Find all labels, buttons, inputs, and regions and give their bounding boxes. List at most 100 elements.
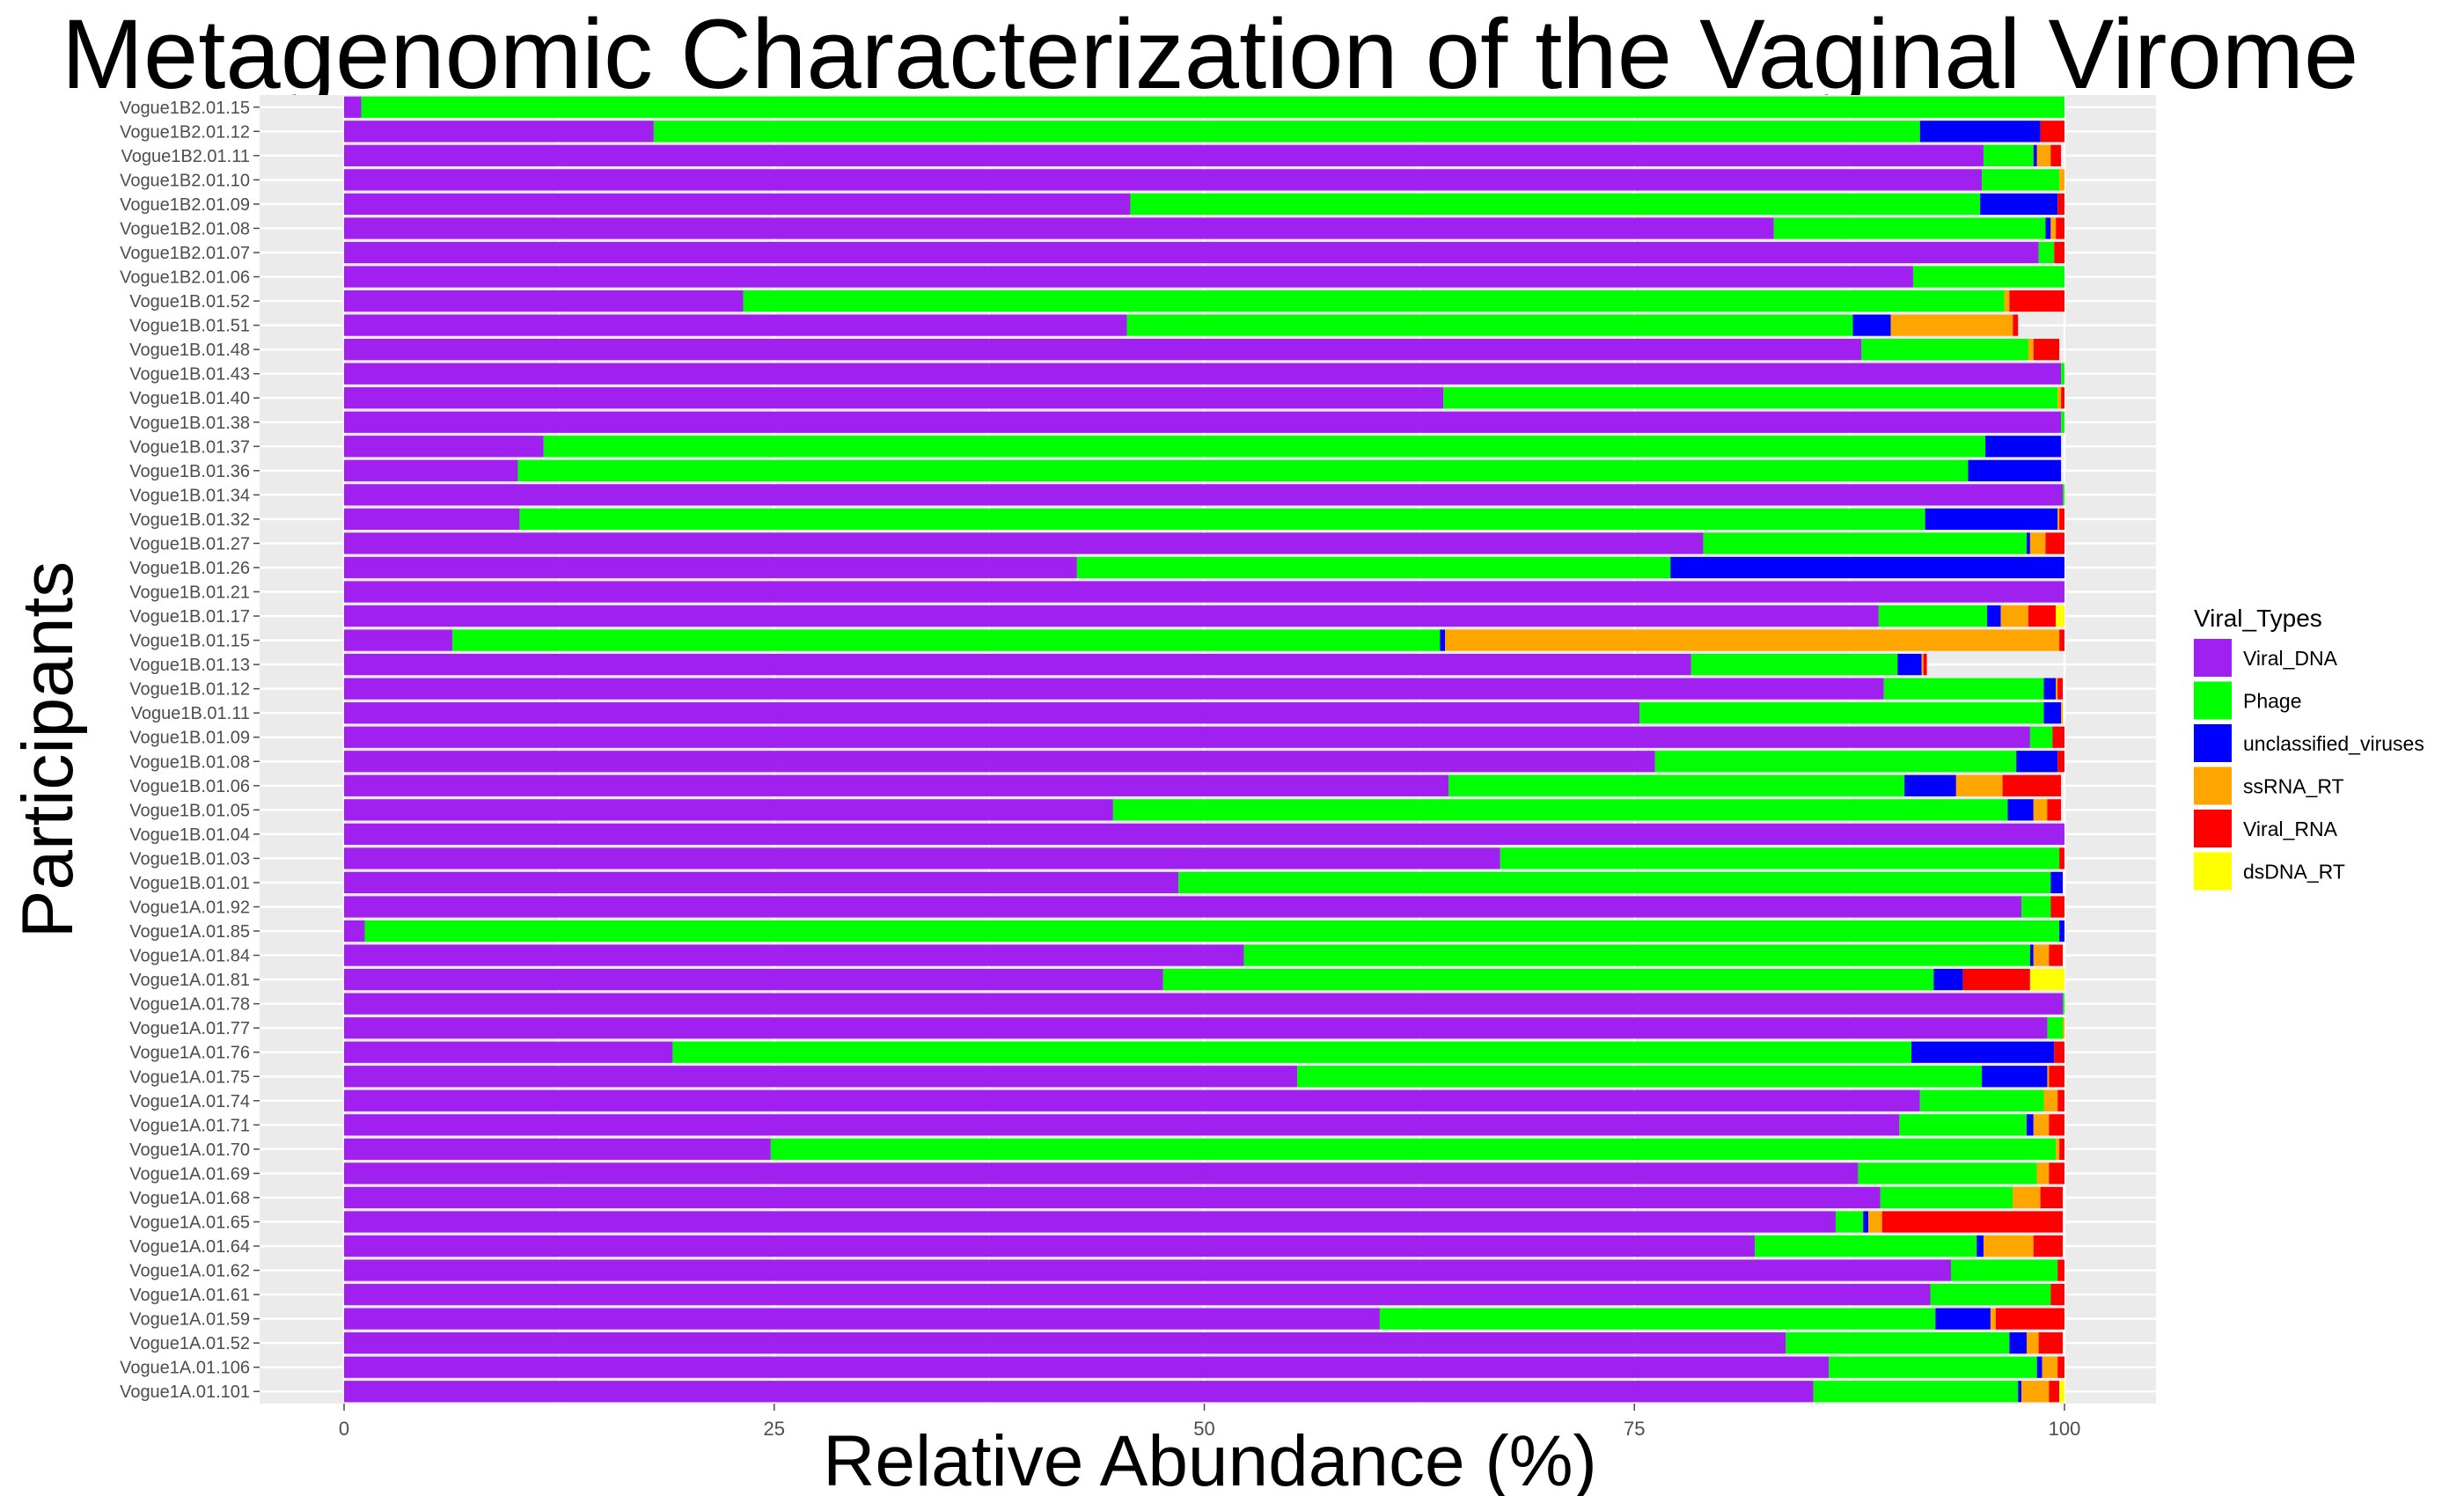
bar-segment-phage <box>1861 339 2028 361</box>
bar-segment-phage <box>1755 1235 1977 1258</box>
y-tick-label: Vogue1A.01.74 <box>129 1092 250 1111</box>
bar-segment-viral-dna <box>344 556 1077 579</box>
bar-segment-viral-dna <box>344 605 1879 627</box>
bar-segment-phage <box>2029 726 2053 748</box>
bar-segment-viral-dna <box>344 1259 1951 1281</box>
bar-segment-ssrna-rt <box>2061 702 2064 724</box>
bar-segment-dsdna-rt <box>2029 968 2064 991</box>
y-tick-label: Vogue1B2.01.12 <box>120 122 250 142</box>
bar-segment-ssrna-rt <box>2033 944 2050 966</box>
bar-segment-viral-rna <box>2057 751 2064 773</box>
bar-segment-viral-dna <box>344 459 518 481</box>
bar-segment-phage <box>1883 678 2044 700</box>
bar-segment-phage <box>543 436 1986 458</box>
y-tick-label: Vogue1B.01.48 <box>129 341 250 360</box>
y-tick-label: Vogue1B.01.43 <box>129 365 250 385</box>
bar-segment-viral-rna <box>2028 605 2057 627</box>
bar-segment-viral-rna <box>2033 339 2060 361</box>
y-tick-label: Vogue1B.01.27 <box>129 534 250 554</box>
bar-segment-phage <box>1703 532 2027 554</box>
bar-segment-unclassified-viruses <box>1985 436 2062 458</box>
bar-segment-viral-rna <box>2049 1066 2064 1088</box>
bar-segment-viral-dna <box>344 314 1127 336</box>
y-tick-label: Vogue1B.01.38 <box>129 414 250 433</box>
y-tick-label: Vogue1B.01.26 <box>129 559 250 578</box>
bar-segment-phage <box>1112 799 2008 821</box>
x-tick-labels: 0 25 50 75 100 <box>339 1404 2080 1440</box>
bar-segment-unclassified-viruses <box>1440 629 1446 651</box>
legend-swatch <box>2194 810 2232 847</box>
bar-segment-phage <box>452 629 1441 651</box>
bar-segment-viral-rna <box>2061 387 2064 409</box>
y-tick-label: Vogue1B2.01.08 <box>120 219 250 238</box>
legend-label: Viral_RNA <box>2243 818 2338 840</box>
bar-segment-phage <box>1786 1332 2010 1354</box>
y-tick-label: Vogue1A.01.84 <box>129 947 250 966</box>
bar-segment-phage <box>1982 169 2060 191</box>
bar-segment-unclassified-viruses <box>2033 144 2037 166</box>
bar-segment-unclassified-viruses <box>1987 605 2001 627</box>
bar-segment-viral-dna <box>344 678 1884 700</box>
bar-segment-unclassified-viruses <box>2059 920 2064 942</box>
bar-segment-ssrna-rt <box>2056 1138 2060 1160</box>
bar-segment-phage <box>1500 847 2060 869</box>
bar-segment-viral-dna <box>344 411 2062 433</box>
bar-segment-phage <box>1835 1211 1864 1233</box>
y-tick-label: Vogue1B2.01.07 <box>120 244 250 263</box>
bar-segment-phage <box>1984 144 2034 166</box>
bar-segment-viral-dna <box>344 654 1691 676</box>
y-tick-label: Vogue1B.01.12 <box>129 680 250 700</box>
bar-segment-viral-rna <box>2009 290 2064 312</box>
bar-segment-viral-rna <box>2047 799 2062 821</box>
legend-swatch <box>2194 639 2232 677</box>
bar-segment-ssrna-rt <box>2056 678 2058 700</box>
bar-segment-phage <box>1813 1381 2019 1403</box>
bar-segment-viral-dna <box>344 387 1444 409</box>
bar-segment-ssrna-rt <box>1990 1308 1996 1330</box>
bar-segment-unclassified-viruses <box>1976 1235 1984 1258</box>
bar-segment-viral-rna <box>2040 121 2064 143</box>
bar-segment-phage <box>1912 266 2064 288</box>
y-tick-label: Vogue1B.01.52 <box>129 292 250 312</box>
y-tick-label: Vogue1B.01.06 <box>129 777 250 796</box>
legend-swatch <box>2194 766 2232 805</box>
bar-segment-unclassified-viruses <box>1911 1041 2055 1063</box>
bar-segment-unclassified-viruses <box>1863 1211 1869 1233</box>
y-tick-label: Vogue1A.01.71 <box>129 1116 250 1135</box>
bar-segment-phage <box>1950 1259 2058 1281</box>
bar-segment-ssrna-rt <box>2013 1186 2041 1209</box>
bar-segment-unclassified-viruses <box>1982 1066 2048 1088</box>
bar-segment-phage <box>1899 1114 2027 1136</box>
bar-segment-viral-dna <box>344 1235 1756 1258</box>
bar-segment-viral-rna <box>2059 1138 2064 1160</box>
bar-segment-unclassified-viruses <box>1968 459 2062 481</box>
y-tick-labels: Vogue1B2.01.15 Vogue1B2.01.12 Vogue1B2.01.… <box>120 99 260 1402</box>
bar-segment-viral-dna <box>344 823 2064 845</box>
y-tick-label: Vogue1A.01.69 <box>129 1164 250 1184</box>
y-tick-label: Vogue1A.01.101 <box>120 1382 250 1402</box>
bar-segment-viral-dna <box>344 1211 1836 1233</box>
bar-segment-viral-rna <box>2059 629 2064 651</box>
bar-segment-viral-rna <box>2059 508 2064 531</box>
y-tick-label: Vogue1B2.01.10 <box>120 171 250 190</box>
bar-segment-unclassified-viruses <box>2036 1356 2042 1378</box>
bar-segment-viral-dna <box>344 1041 673 1063</box>
bar-segment-viral-dna <box>344 436 544 458</box>
bar-segment-ssrna-rt <box>2050 217 2057 239</box>
bar-segment-viral-dna <box>344 121 654 143</box>
y-tick-label: Vogue1B2.01.15 <box>120 99 250 118</box>
y-tick-label: Vogue1A.01.81 <box>129 971 250 990</box>
bar-segment-ssrna-rt <box>2029 532 2046 554</box>
y-tick-label: Vogue1B.01.09 <box>129 729 250 748</box>
bar-segment-phage <box>1243 944 2030 966</box>
bar-segment-viral-rna <box>1881 1211 2064 1233</box>
bar-segment-phage <box>364 920 2060 942</box>
legend-swatch <box>2194 852 2232 891</box>
bar-segment-ssrna-rt <box>2026 1332 2039 1354</box>
y-tick-label: Vogue1B.01.13 <box>129 656 250 675</box>
bar-segment-viral-dna <box>344 169 1983 191</box>
bar-segment-viral-dna <box>344 241 2039 264</box>
bar-segment-phage <box>1130 193 1981 216</box>
bar-segment-viral-dna <box>344 751 1655 773</box>
bar-segment-phage <box>1443 387 2058 409</box>
